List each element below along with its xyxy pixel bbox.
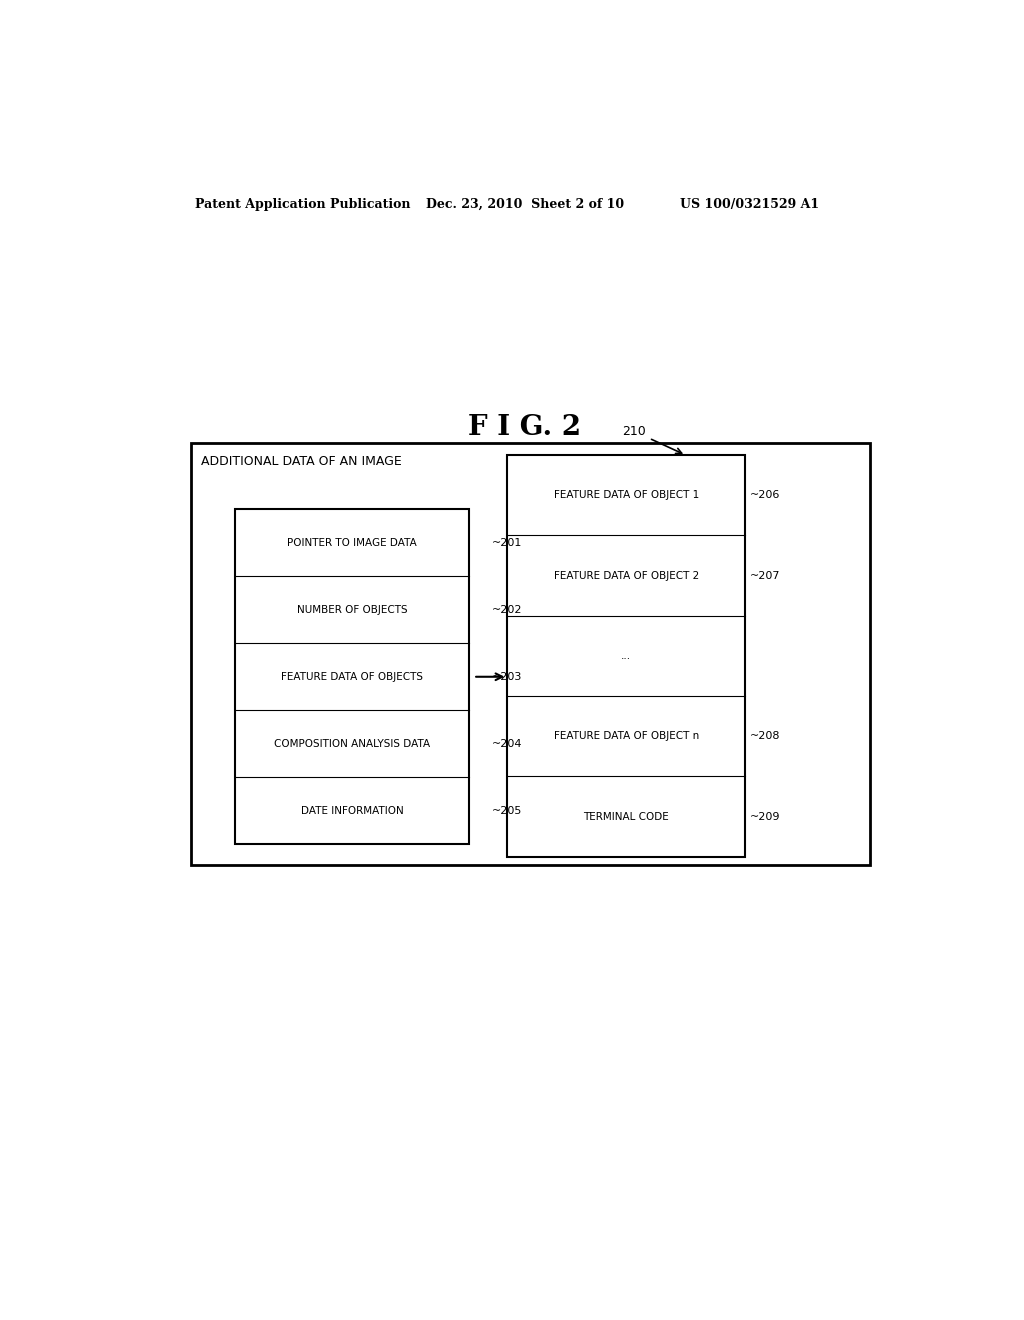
Text: 210: 210	[623, 425, 682, 454]
Text: ADDITIONAL DATA OF AN IMAGE: ADDITIONAL DATA OF AN IMAGE	[201, 455, 401, 469]
Bar	[191, 444, 870, 865]
Text: ~203: ~203	[492, 672, 522, 681]
Text: ~206: ~206	[751, 490, 780, 500]
Bar	[236, 510, 469, 845]
Text: FEATURE DATA OF OBJECT 1: FEATURE DATA OF OBJECT 1	[554, 490, 699, 500]
Text: ~202: ~202	[492, 605, 522, 615]
Text: US 100/0321529 A1: US 100/0321529 A1	[680, 198, 818, 211]
Text: ...: ...	[622, 651, 632, 661]
Text: ~204: ~204	[492, 739, 522, 748]
Text: FEATURE DATA OF OBJECT n: FEATURE DATA OF OBJECT n	[554, 731, 699, 742]
Text: POINTER TO IMAGE DATA: POINTER TO IMAGE DATA	[288, 537, 417, 548]
Text: ~208: ~208	[751, 731, 780, 742]
Text: DATE INFORMATION: DATE INFORMATION	[301, 807, 403, 816]
Text: TERMINAL CODE: TERMINAL CODE	[584, 812, 670, 821]
Bar	[507, 455, 745, 857]
Text: ~201: ~201	[492, 537, 522, 548]
Text: F I G. 2: F I G. 2	[468, 414, 582, 441]
Text: COMPOSITION ANALYSIS DATA: COMPOSITION ANALYSIS DATA	[274, 739, 430, 748]
Text: NUMBER OF OBJECTS: NUMBER OF OBJECTS	[297, 605, 408, 615]
Text: FEATURE DATA OF OBJECTS: FEATURE DATA OF OBJECTS	[282, 672, 423, 681]
Text: Dec. 23, 2010  Sheet 2 of 10: Dec. 23, 2010 Sheet 2 of 10	[426, 198, 624, 211]
Text: ~207: ~207	[751, 570, 780, 581]
Text: Patent Application Publication: Patent Application Publication	[196, 198, 411, 211]
Text: FEATURE DATA OF OBJECT 2: FEATURE DATA OF OBJECT 2	[554, 570, 699, 581]
Text: ~209: ~209	[751, 812, 780, 821]
Text: ~205: ~205	[492, 807, 522, 816]
